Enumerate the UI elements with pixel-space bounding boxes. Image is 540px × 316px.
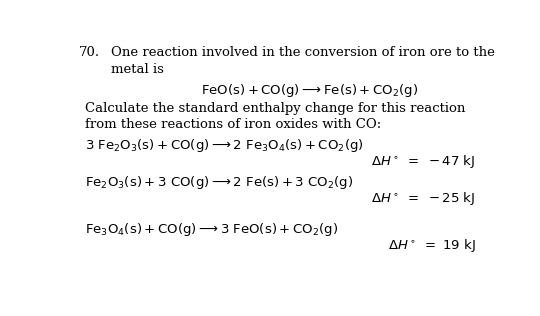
Text: $\Delta\mathit{H}^\circ\ =\ -25\ \mathrm{kJ}$: $\Delta\mathit{H}^\circ\ =\ -25\ \mathrm…	[372, 191, 476, 208]
Text: $\mathrm{3\ Fe_2O_3(s) + CO(g) \longrightarrow 2\ Fe_3O_4(s) + CO_2(g)}$: $\mathrm{3\ Fe_2O_3(s) + CO(g) \longrigh…	[85, 137, 363, 154]
Text: One reaction involved in the conversion of iron ore to the: One reaction involved in the conversion …	[111, 46, 495, 59]
Text: from these reactions of iron oxides with CO:: from these reactions of iron oxides with…	[85, 118, 381, 131]
Text: $\mathrm{FeO(s) + CO(g) \longrightarrow Fe(s) + CO_2(g)}$: $\mathrm{FeO(s) + CO(g) \longrightarrow …	[201, 82, 418, 99]
Text: 70.: 70.	[79, 46, 100, 59]
Text: $\mathrm{Fe_3O_4(s) + CO(g) \longrightarrow 3\ FeO(s) + CO_2(g)}$: $\mathrm{Fe_3O_4(s) + CO(g) \longrightar…	[85, 221, 338, 238]
Text: metal is: metal is	[111, 64, 164, 76]
Text: $\Delta\mathit{H}^\circ\ =\ -47\ \mathrm{kJ}$: $\Delta\mathit{H}^\circ\ =\ -47\ \mathrm…	[372, 153, 476, 170]
Text: Calculate the standard enthalpy change for this reaction: Calculate the standard enthalpy change f…	[85, 102, 465, 115]
Text: $\mathrm{Fe_2O_3(s) + 3\ CO(g) \longrightarrow 2\ Fe(s) + 3\ CO_2(g)}$: $\mathrm{Fe_2O_3(s) + 3\ CO(g) \longrigh…	[85, 174, 353, 191]
Text: $\Delta\mathit{H}^\circ\ =\ 19\ \mathrm{kJ}$: $\Delta\mathit{H}^\circ\ =\ 19\ \mathrm{…	[388, 237, 476, 254]
